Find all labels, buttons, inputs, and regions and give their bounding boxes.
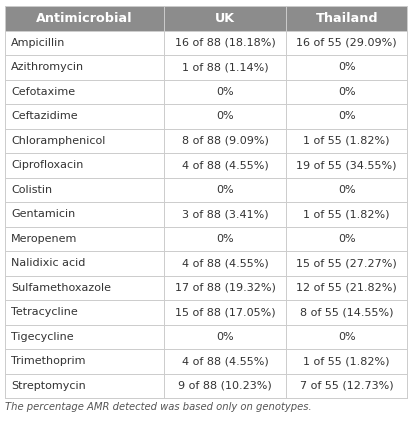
Bar (164, 6, 286, 31)
Text: 1 of 88 (1.14%): 1 of 88 (1.14%) (182, 62, 268, 72)
Bar (286, 31, 407, 55)
Text: Sulfamethoxazole: Sulfamethoxazole (11, 283, 111, 293)
Bar (164, 80, 286, 104)
Bar (164, 202, 286, 226)
Bar (164, 251, 286, 276)
Text: 0%: 0% (216, 87, 234, 97)
Text: Gentamicin: Gentamicin (11, 209, 75, 219)
Text: 4 of 88 (4.55%): 4 of 88 (4.55%) (182, 258, 269, 268)
Bar (164, 324, 286, 349)
Text: Tetracycline: Tetracycline (11, 307, 78, 317)
Text: Trimethoprim: Trimethoprim (11, 356, 86, 366)
Text: Thailand: Thailand (316, 12, 378, 25)
Bar (5, 374, 164, 398)
Bar (5, 128, 164, 153)
Text: 0%: 0% (338, 185, 356, 195)
Bar (286, 251, 407, 276)
Bar (164, 153, 286, 178)
Text: 1 of 55 (1.82%): 1 of 55 (1.82%) (304, 356, 390, 366)
Bar (164, 178, 286, 202)
Text: 4 of 88 (4.55%): 4 of 88 (4.55%) (182, 160, 269, 170)
Text: 0%: 0% (216, 185, 234, 195)
Bar (164, 276, 286, 300)
Text: The percentage AMR detected was based only on genotypes.: The percentage AMR detected was based on… (5, 402, 311, 412)
Text: Ciprofloxacin: Ciprofloxacin (11, 160, 83, 170)
Text: 0%: 0% (338, 111, 356, 121)
Bar (5, 80, 164, 104)
Bar (286, 55, 407, 80)
Bar (5, 226, 164, 251)
Bar (5, 55, 164, 80)
Bar (164, 374, 286, 398)
Bar (286, 226, 407, 251)
Bar (286, 104, 407, 128)
Bar (5, 153, 164, 178)
Text: 0%: 0% (338, 234, 356, 244)
Bar (164, 128, 286, 153)
Text: 0%: 0% (338, 332, 356, 342)
Text: Tigecycline: Tigecycline (11, 332, 74, 342)
Bar (5, 31, 164, 55)
Bar (164, 349, 286, 374)
Text: 3 of 88 (3.41%): 3 of 88 (3.41%) (182, 209, 268, 219)
Bar (286, 128, 407, 153)
Bar (164, 55, 286, 80)
Text: Chloramphenicol: Chloramphenicol (11, 136, 105, 146)
Bar (164, 104, 286, 128)
Text: Meropenem: Meropenem (11, 234, 77, 244)
Bar (286, 300, 407, 324)
Text: Nalidixic acid: Nalidixic acid (11, 258, 85, 268)
Bar (5, 202, 164, 226)
Text: 0%: 0% (338, 62, 356, 72)
Bar (5, 300, 164, 324)
Text: 0%: 0% (216, 332, 234, 342)
Text: 8 of 55 (14.55%): 8 of 55 (14.55%) (300, 307, 393, 317)
Text: Ampicillin: Ampicillin (11, 38, 66, 48)
Bar (286, 6, 407, 31)
Bar (5, 349, 164, 374)
Text: 15 of 88 (17.05%): 15 of 88 (17.05%) (175, 307, 275, 317)
Bar (286, 276, 407, 300)
Text: 9 of 88 (10.23%): 9 of 88 (10.23%) (178, 381, 272, 391)
Bar (286, 374, 407, 398)
Text: 17 of 88 (19.32%): 17 of 88 (19.32%) (175, 283, 276, 293)
Text: Antimicrobial: Antimicrobial (36, 12, 133, 25)
Text: Colistin: Colistin (11, 185, 52, 195)
Bar (164, 226, 286, 251)
Bar (5, 104, 164, 128)
Bar (164, 31, 286, 55)
Text: 0%: 0% (216, 234, 234, 244)
Text: 7 of 55 (12.73%): 7 of 55 (12.73%) (300, 381, 393, 391)
Bar (164, 300, 286, 324)
Bar (286, 80, 407, 104)
Bar (286, 349, 407, 374)
Text: 1 of 55 (1.82%): 1 of 55 (1.82%) (304, 209, 390, 219)
Bar (5, 324, 164, 349)
Text: Cefotaxime: Cefotaxime (11, 87, 75, 97)
Text: 15 of 55 (27.27%): 15 of 55 (27.27%) (296, 258, 397, 268)
Text: 12 of 55 (21.82%): 12 of 55 (21.82%) (296, 283, 397, 293)
Text: Azithromycin: Azithromycin (11, 62, 84, 72)
Text: 19 of 55 (34.55%): 19 of 55 (34.55%) (297, 160, 397, 170)
Text: Ceftazidime: Ceftazidime (11, 111, 77, 121)
Text: 8 of 88 (9.09%): 8 of 88 (9.09%) (182, 136, 269, 146)
Text: Streptomycin: Streptomycin (11, 381, 86, 391)
Text: 0%: 0% (216, 111, 234, 121)
Bar (5, 178, 164, 202)
Bar (5, 251, 164, 276)
Bar (5, 276, 164, 300)
Text: 16 of 88 (18.18%): 16 of 88 (18.18%) (175, 38, 276, 48)
Bar (5, 6, 164, 31)
Bar (286, 202, 407, 226)
Text: 4 of 88 (4.55%): 4 of 88 (4.55%) (182, 356, 269, 366)
Text: 16 of 55 (29.09%): 16 of 55 (29.09%) (296, 38, 397, 48)
Text: 1 of 55 (1.82%): 1 of 55 (1.82%) (304, 136, 390, 146)
Bar (286, 324, 407, 349)
Bar (286, 153, 407, 178)
Bar (286, 178, 407, 202)
Text: UK: UK (215, 12, 235, 25)
Text: 0%: 0% (338, 87, 356, 97)
